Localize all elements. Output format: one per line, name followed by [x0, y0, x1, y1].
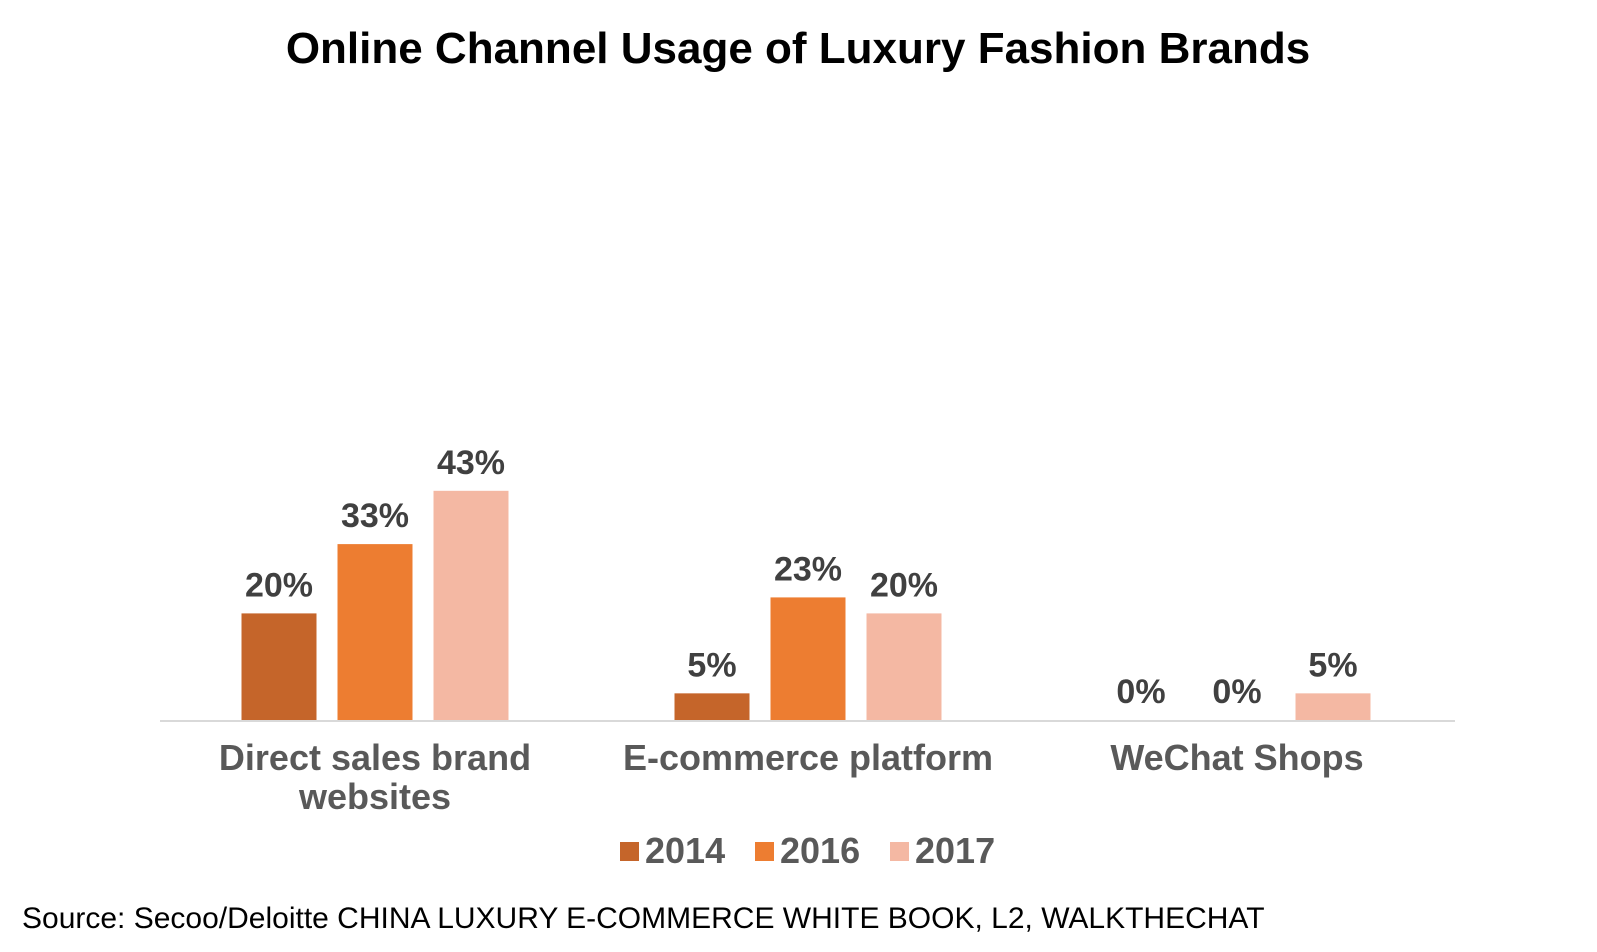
category-label-2-line-0: WeChat Shops	[1110, 737, 1363, 778]
bar-2017-0	[433, 490, 509, 720]
bar-2017-1	[866, 613, 942, 720]
data-label-2014-1: 5%	[687, 646, 736, 684]
data-labels-group: 20% 5% 0% 33% 23% 0% 43% 20% 5%	[245, 444, 1358, 711]
bar-2014-1	[674, 693, 750, 720]
legend-swatch-2017	[890, 842, 909, 861]
chart-title: Online Channel Usage of Luxury Fashion B…	[286, 24, 1310, 73]
legend-label-2017: 2017	[915, 830, 995, 871]
source-note: Source: Secoo/Deloitte CHINA LUXURY E-CO…	[22, 902, 1265, 935]
bar-2014-0	[241, 613, 317, 720]
bar-2017-2	[1295, 693, 1371, 720]
data-label-2017-2: 5%	[1308, 646, 1357, 684]
legend-item-2016: 2016	[755, 830, 860, 871]
legend-item-2014: 2014	[620, 830, 725, 871]
legend-swatch-2016	[755, 842, 774, 861]
legend-label-2016: 2016	[780, 830, 860, 871]
category-label-1-line-0: E-commerce platform	[623, 737, 993, 778]
data-label-2017-0: 43%	[437, 444, 505, 482]
data-label-2016-1: 23%	[774, 550, 842, 588]
bar-2016-1	[770, 597, 846, 720]
legend-item-2017: 2017	[890, 830, 995, 871]
data-label-2016-0: 33%	[341, 497, 409, 535]
data-label-2016-2: 0%	[1212, 673, 1261, 711]
category-label-0-line-0: Direct sales brand	[219, 737, 531, 778]
bars-group	[241, 490, 1371, 720]
data-label-2017-1: 20%	[870, 566, 938, 604]
bar-2016-0	[337, 544, 413, 720]
category-label-0-line-1: websites	[298, 776, 451, 817]
legend: 2014 2016 2017	[620, 830, 995, 871]
legend-label-2014: 2014	[645, 830, 725, 871]
legend-swatch-2014	[620, 842, 639, 861]
data-label-2014-2: 0%	[1116, 673, 1165, 711]
data-label-2014-0: 20%	[245, 566, 313, 604]
